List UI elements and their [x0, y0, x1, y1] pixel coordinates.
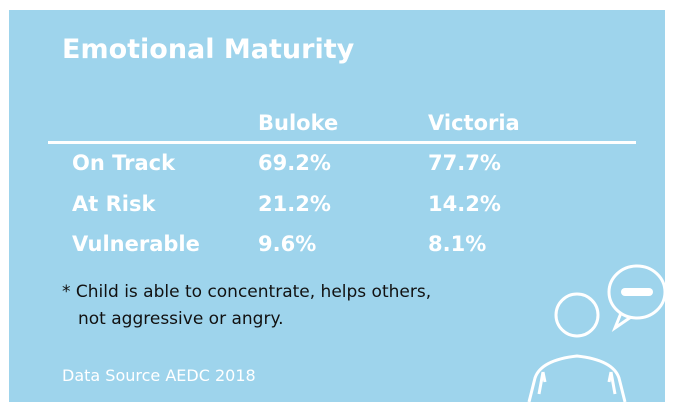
row-label: Vulnerable	[72, 234, 200, 255]
source: Data Source AEDC 2018	[62, 368, 256, 384]
footnote: not aggressive or angry.	[78, 311, 284, 328]
person-icon	[509, 260, 665, 402]
table-cell: 8.1%	[428, 234, 486, 255]
table-cell: 14.2%	[428, 194, 501, 215]
column-header: Buloke	[258, 113, 338, 134]
footnote: * Child is able to concentrate, helps ot…	[62, 284, 431, 301]
row-label: On Track	[72, 153, 175, 174]
title: Emotional Maturity	[62, 36, 354, 63]
column-header: Victoria	[428, 113, 520, 134]
row-label: At Risk	[72, 194, 155, 215]
table-cell: 9.6%	[258, 234, 316, 255]
page: Emotional Maturity Data Source AEDC 2018…	[0, 0, 674, 408]
table-cell: 69.2%	[258, 153, 331, 174]
table-cell: 21.2%	[258, 194, 331, 215]
table-cell: 77.7%	[428, 153, 501, 174]
panel: Emotional Maturity Data Source AEDC 2018…	[9, 10, 665, 402]
bubble-dash	[621, 288, 653, 296]
header-rule	[48, 141, 636, 144]
